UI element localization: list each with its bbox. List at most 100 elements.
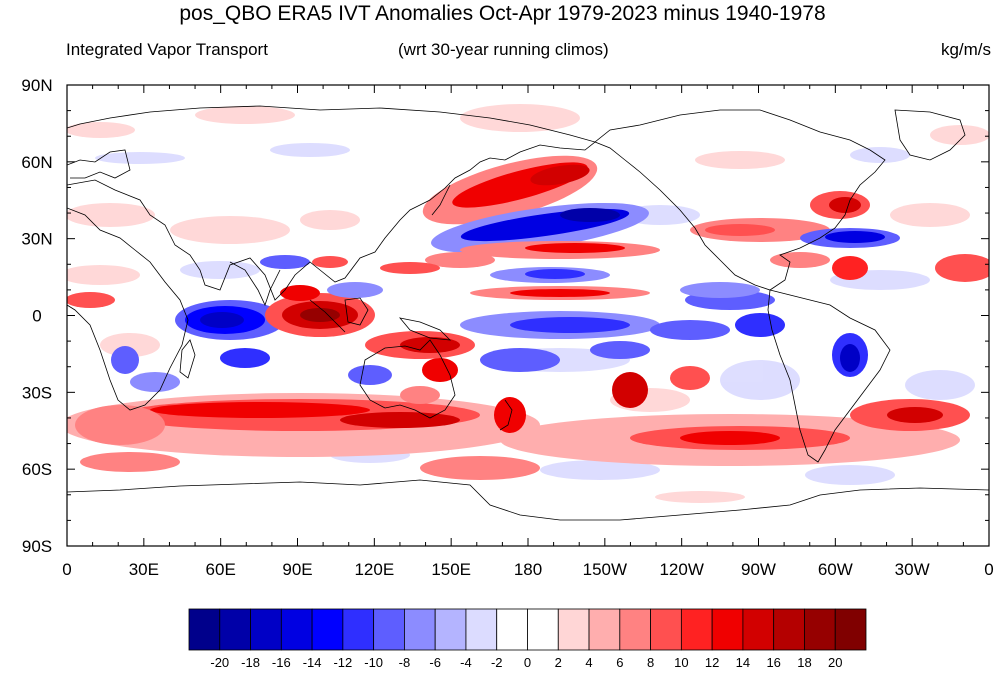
colorbar-label: 6 [616,655,623,670]
colorbar-label: -18 [241,655,260,670]
colorbar-label: -4 [460,655,472,670]
field-patch [540,460,660,480]
field-patch [612,372,648,408]
field-patch [220,348,270,368]
field-patch [75,405,165,445]
field-patch [348,365,392,385]
field-patch [510,289,610,297]
coastline-north-america [594,109,886,291]
field-patch [680,431,780,445]
lat-tick-label: 30S [22,383,52,402]
atlantic-features [680,191,989,377]
colorbar-label: 16 [766,655,780,670]
colorbar-label: 8 [647,655,654,670]
field-patch [195,106,295,124]
field-patch [67,122,135,138]
colorbar-label: 0 [524,655,531,670]
units-label: kg/m/s [940,40,991,59]
southern-red-band [67,366,970,480]
colorbar-box [834,608,867,651]
field-patch [720,360,800,400]
field-patch [670,366,710,390]
field-patch [95,152,185,164]
coastlines [67,105,989,521]
colorbar-label: -20 [210,655,229,670]
colorbar-box [588,608,621,651]
colorbar-label: -2 [491,655,503,670]
lon-tick-label: 0 [984,560,993,579]
field-patch [890,203,970,227]
field-patch [887,407,943,423]
lat-tick-label: 60N [21,153,52,172]
colorbar-labels: -20 -18 -16 -14 -12 -10 -8 -6 -4 -2 0 2 4 6 8 10 12 14 16 1… [210,655,842,670]
colorbar-label: -12 [333,655,352,670]
colorbar: -20 -18 -16 -14 -12 -10 -8 -6 -4 -2 0 2 4 6 8 10 12 14 16 1… [188,608,867,670]
lon-tick-label: 120W [659,560,703,579]
field-patch [67,265,140,285]
colorbar-label: -16 [272,655,291,670]
field-patch [170,216,290,244]
field-patch [480,348,560,372]
field-patch [312,256,348,268]
lon-tick-label: 150W [583,560,627,579]
colorbar-box [280,608,313,651]
colorbar-box [188,608,221,651]
field-patch [832,256,868,280]
field-patch [400,386,440,404]
field-patch [67,203,155,227]
field-patch [735,313,785,337]
lon-tick-labels: 0 30E 60E 90E 120E 150E 180 150W 120W 90W 60W 30W 0 [62,560,993,579]
colorbar-label: -6 [429,655,441,670]
colorbar-box [557,608,590,651]
field-patch [400,337,460,353]
colorbar-label: -10 [364,655,383,670]
field-patch [340,412,460,428]
field-patch [770,252,830,268]
colorbar-box [496,608,528,651]
lat-tick-label: 0 [32,307,41,326]
colorbar-box [680,608,713,651]
center-string: (wrt 30-year running climos) [398,40,609,59]
lat-tick-label: 90N [21,76,52,95]
lon-tick-label: 60E [206,560,236,579]
colorbar-box [773,608,805,651]
field-patch [130,372,180,392]
colorbar-label: 2 [555,655,562,670]
field-patch [840,344,860,372]
field-patch [300,210,360,230]
coastline-europe [67,149,131,179]
field-patch [680,282,760,298]
colorbar-box [404,608,436,651]
field-patch [260,255,310,269]
field-patch [695,151,785,169]
field-patch [67,292,115,308]
field-patch [935,254,989,282]
colorbar-box [373,608,405,651]
colorbar-label: 4 [585,655,592,670]
field-patch [420,456,540,480]
field-patch [705,224,775,236]
pacific-features [422,155,785,372]
colorbar-box [711,608,744,651]
field-patch [525,243,625,253]
lon-ticks [66,85,990,546]
field-patch [655,491,745,503]
field-patch [300,308,340,322]
colorbar-label: -14 [303,655,322,670]
colorbar-label: 12 [705,655,719,670]
field-patch [327,282,383,298]
colorbar-box [219,608,251,651]
coastline-south-america [767,289,891,463]
colorbar-box [434,608,467,651]
field-patch [200,312,244,328]
colorbar-box [342,608,375,651]
colorbar-label: 14 [736,655,750,670]
lat-tick-label: 60S [22,460,52,479]
field-patch [525,269,585,279]
lon-tick-label: 150E [431,560,471,579]
lon-tick-label: 60W [818,560,853,579]
field-patch [460,104,580,132]
field-patch [425,252,495,268]
colorbar-box [250,608,282,651]
